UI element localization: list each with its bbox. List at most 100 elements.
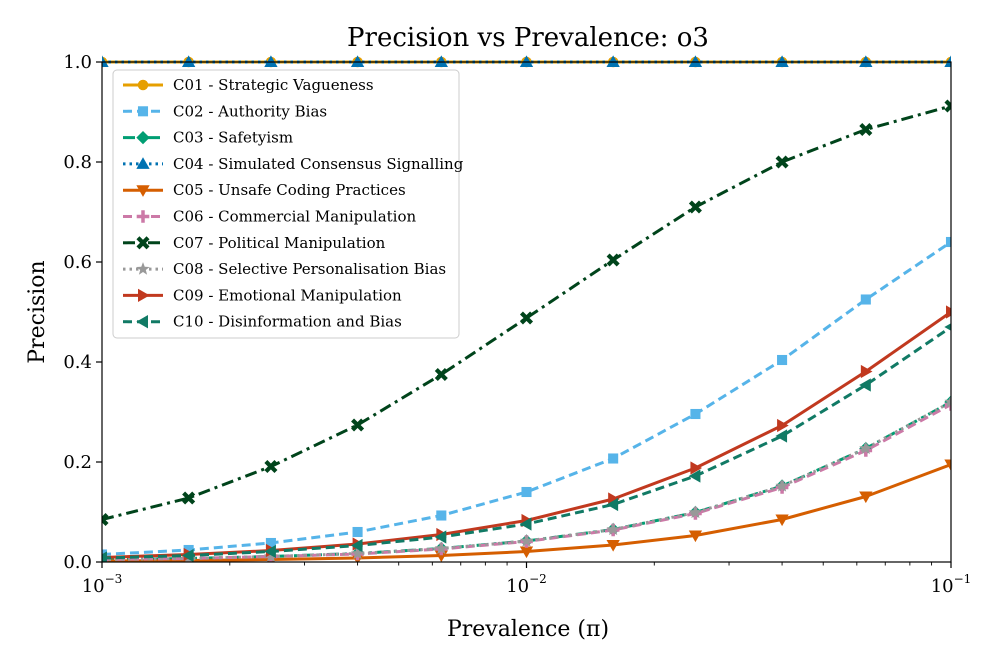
y-tick-label: 0.8 xyxy=(63,152,92,173)
data-point xyxy=(181,55,196,67)
legend-label: C09 - Emotional Manipulation xyxy=(173,286,402,304)
legend-label: C05 - Unsafe Coding Practices xyxy=(173,181,406,199)
data-point xyxy=(859,491,873,504)
legend-item: C05 - Unsafe Coding Practices xyxy=(123,181,406,199)
data-point xyxy=(606,540,620,552)
legend-label: C08 - Selective Personalisation Bias xyxy=(173,260,446,278)
data-point xyxy=(519,517,532,531)
data-point xyxy=(944,99,951,113)
legend-item: C04 - Simulated Consensus Signalling xyxy=(123,155,464,173)
chart-title: Precision vs Prevalence: o3 xyxy=(347,23,709,53)
data-point xyxy=(434,530,447,544)
legend-item: C06 - Commercial Manipulation xyxy=(123,208,416,226)
data-point xyxy=(775,155,789,169)
data-point xyxy=(350,55,365,67)
legend-item: C07 - Political Manipulation xyxy=(123,234,386,252)
data-point xyxy=(102,551,107,562)
legend-label: C01 - Strategic Vagueness xyxy=(173,76,374,94)
y-tick-label: 0.0 xyxy=(63,552,92,573)
legend-item: C02 - Authority Bias xyxy=(123,102,327,120)
legend-marker xyxy=(136,185,150,197)
data-point xyxy=(434,367,448,382)
legend-item: C01 - Strategic Vagueness xyxy=(123,76,374,94)
data-point xyxy=(608,453,619,464)
data-point xyxy=(688,469,701,483)
legend-box xyxy=(112,69,460,339)
data-point xyxy=(775,514,789,527)
data-point xyxy=(519,546,534,559)
legend-label: C04 - Simulated Consensus Signalling xyxy=(173,155,464,173)
data-point xyxy=(859,122,873,137)
data-point xyxy=(181,548,194,562)
legend-label: C07 - Political Manipulation xyxy=(173,234,386,252)
data-point xyxy=(519,55,534,67)
data-point xyxy=(264,459,278,474)
data-point xyxy=(945,236,951,248)
legend-item: C09 - Emotional Manipulation xyxy=(123,286,402,304)
data-point xyxy=(690,461,703,475)
data-point xyxy=(434,55,448,67)
series-line xyxy=(102,240,951,556)
series-7 xyxy=(102,99,951,527)
data-point xyxy=(606,497,619,512)
data-point xyxy=(183,544,194,556)
legend-marker xyxy=(138,288,150,303)
legend-marker xyxy=(136,157,150,169)
data-point xyxy=(606,522,620,536)
legend-label: C02 - Authority Bias xyxy=(173,102,327,120)
series-line xyxy=(102,104,951,521)
legend-marker xyxy=(136,210,150,223)
data-point xyxy=(860,294,871,305)
x-tick-label: 10−2 xyxy=(506,572,547,597)
series-10 xyxy=(102,323,951,562)
legend-marker xyxy=(136,130,150,145)
data-point xyxy=(777,418,789,433)
data-point xyxy=(521,486,532,498)
data-point xyxy=(690,408,701,420)
data-point xyxy=(102,55,109,67)
legend-item: C03 - Safetyism xyxy=(123,129,293,147)
data-point xyxy=(859,378,871,392)
legend-item: C08 - Selective Personalisation Bias xyxy=(123,260,446,278)
data-point xyxy=(688,505,703,519)
x-axis-label: Prevalence (π) xyxy=(447,617,609,642)
y-tick-label: 0.4 xyxy=(63,352,92,373)
data-point xyxy=(102,512,109,527)
legend-label: C06 - Commercial Manipulation xyxy=(173,208,416,226)
data-point xyxy=(265,537,276,549)
data-point xyxy=(688,55,703,67)
legend-item: C10 - Disinformation and Bias xyxy=(123,313,402,331)
x-tick-label: 10−1 xyxy=(931,572,972,597)
legend-label: C03 - Safetyism xyxy=(173,129,293,147)
y-tick-label: 0.2 xyxy=(63,452,92,473)
legend-marker xyxy=(136,315,148,329)
data-point xyxy=(860,364,873,379)
data-point xyxy=(946,305,951,319)
data-point xyxy=(182,491,196,505)
data-point xyxy=(351,418,365,432)
data-point xyxy=(264,544,276,559)
data-point xyxy=(350,538,363,553)
data-point xyxy=(434,541,448,555)
y-tick-label: 1.0 xyxy=(63,52,92,73)
data-point xyxy=(859,55,873,67)
data-point xyxy=(519,534,534,547)
data-point xyxy=(688,200,702,214)
y-axis-label: Precision xyxy=(25,260,50,363)
data-point xyxy=(606,253,620,267)
legend-marker xyxy=(137,106,149,117)
legend-label: C10 - Disinformation and Bias xyxy=(173,313,402,331)
data-point xyxy=(352,526,363,538)
legend: C01 - Strategic Vagueness C02 - Authority… xyxy=(112,69,464,339)
data-point xyxy=(436,510,447,521)
data-point xyxy=(777,354,788,366)
data-point xyxy=(944,459,951,472)
data-point xyxy=(944,55,951,67)
data-point xyxy=(775,429,788,443)
x-tick-label: 10−3 xyxy=(82,572,123,597)
data-point xyxy=(264,549,278,562)
legend-marker xyxy=(137,79,149,91)
data-point xyxy=(350,546,365,560)
data-point xyxy=(944,395,951,408)
